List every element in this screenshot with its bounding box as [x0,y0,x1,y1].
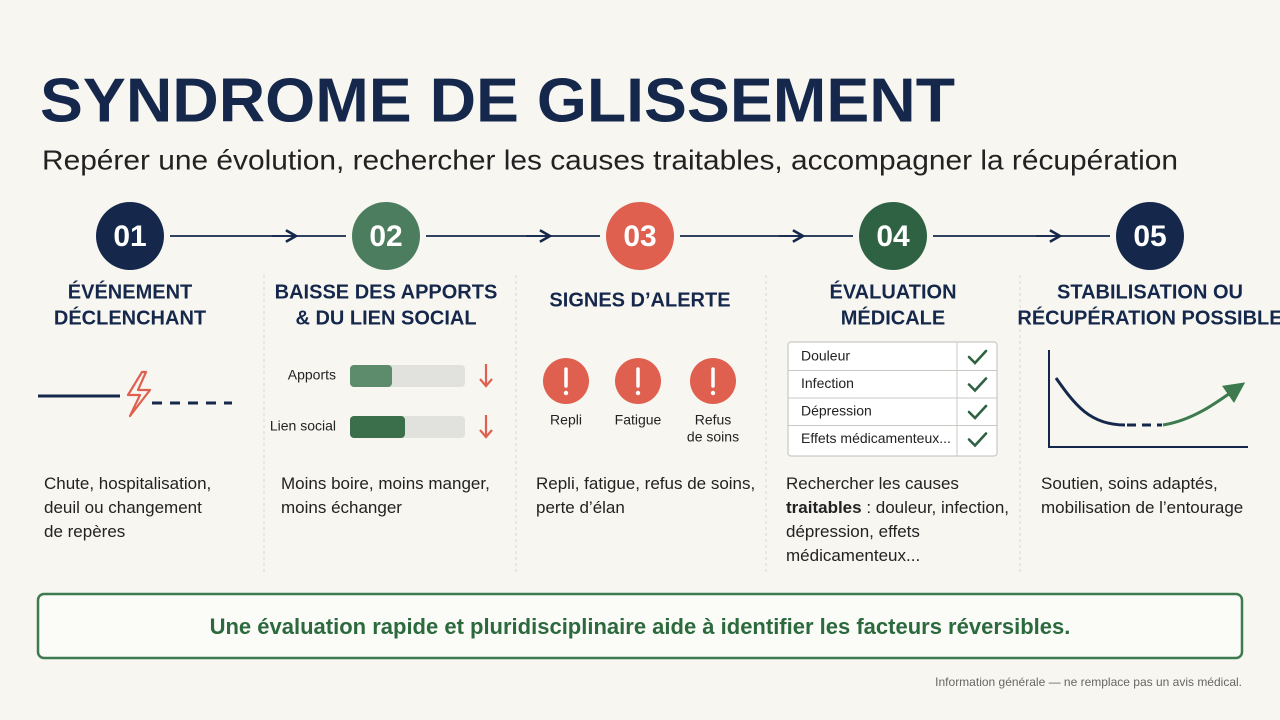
banner-box [36,592,1244,660]
step-description: mobilisation de l’entourage [1041,498,1243,517]
step-title: SIGNES D’ALERTE [549,289,730,311]
disclaimer: Information générale — ne remplace pas u… [935,675,1242,689]
description-segment: deuil ou changement [44,498,202,517]
description-segment: dépression, effets [786,522,920,541]
banner-text: Une évaluation rapide et pluridisciplina… [210,614,1071,639]
step-title: & DU LIEN SOCIAL [295,307,476,329]
step-circle [606,202,674,270]
checkmark [967,432,988,448]
description-segment: Repli, fatigue, refus de soins, [536,474,755,493]
alert-dot [710,390,716,396]
step-circle [352,202,420,270]
step-description: dépression, effets [786,522,920,541]
indicator-fill [350,365,392,387]
checklist-item: Dépression [801,403,872,419]
indicator-label: Apports [288,367,336,383]
checkmark [967,404,988,420]
sign-label: de soins [687,429,739,445]
checkmark [967,377,988,393]
description-segment: Soutien, soins adaptés, [1041,474,1218,493]
description-segment: Chute, hospitalisation, [44,474,211,493]
step-title: ÉVÉNEMENT [68,280,192,303]
step-title: RÉCUPÉRATION POSSIBLE [1017,306,1280,329]
description-segment: moins échanger [281,498,402,517]
down-arrow [479,415,493,439]
step-title: BAISSE DES APPORTS [275,281,498,303]
step-description: perte d’élan [536,498,625,517]
step-title: DÉCLENCHANT [54,306,206,329]
checkmark [967,349,988,365]
description-segment: mobilisation de l’entourage [1041,498,1243,517]
step-number: 03 [623,220,656,253]
sign-label: Fatigue [615,412,662,428]
indicator-fill [350,416,405,438]
step-title: ÉVALUATION [829,280,956,303]
step-description: de repères [44,522,125,541]
step-number: 05 [1133,220,1166,253]
lightning-icon [126,370,152,418]
step-description: Soutien, soins adaptés, [1041,474,1218,493]
checklist-item: Effets médicamenteux... [801,430,951,446]
description-segment: : douleur, infection, [862,498,1009,517]
description-segment: Rechercher les causes [786,474,959,493]
step-title: MÉDICALE [841,306,945,329]
description-segment: traitables [786,498,862,517]
description-segment: de repères [44,522,125,541]
step-description: Moins boire, moins manger, [281,474,490,493]
step-title: STABILISATION OU [1057,281,1243,303]
subtitle: Repérer une évolution, rechercher les ca… [42,144,1178,175]
graph-recovery [1162,382,1246,427]
sign-label: Repli [550,412,582,428]
step-description: traitables : douleur, infection, [786,498,1009,517]
graph-decline [1054,377,1126,427]
step-description: médicamenteux... [786,546,920,565]
step-description: Repli, fatigue, refus de soins, [536,474,755,493]
step-circle [96,202,164,270]
alert-dot [563,390,569,396]
step-description: Rechercher les causes [786,474,959,493]
checklist-item: Infection [801,375,854,391]
title: SYNDROME DE GLISSEMENT [40,66,955,135]
step-description: Chute, hospitalisation, [44,474,211,493]
step-description: moins échanger [281,498,402,517]
step-circle [859,202,927,270]
indicator-label: Lien social [270,418,336,434]
step-number: 01 [113,220,146,253]
description-segment: Moins boire, moins manger, [281,474,490,493]
checklist-item: Douleur [801,348,850,364]
description-segment: perte d’élan [536,498,625,517]
step-circle [1116,202,1184,270]
description-segment: médicamenteux... [786,546,920,565]
sign-label: Refus [695,412,732,428]
graph-axes [1048,350,1248,448]
step-description: deuil ou changement [44,498,202,517]
step-number: 02 [369,220,402,253]
step-number: 04 [876,220,910,253]
down-arrow [479,364,493,388]
alert-dot [635,390,641,396]
